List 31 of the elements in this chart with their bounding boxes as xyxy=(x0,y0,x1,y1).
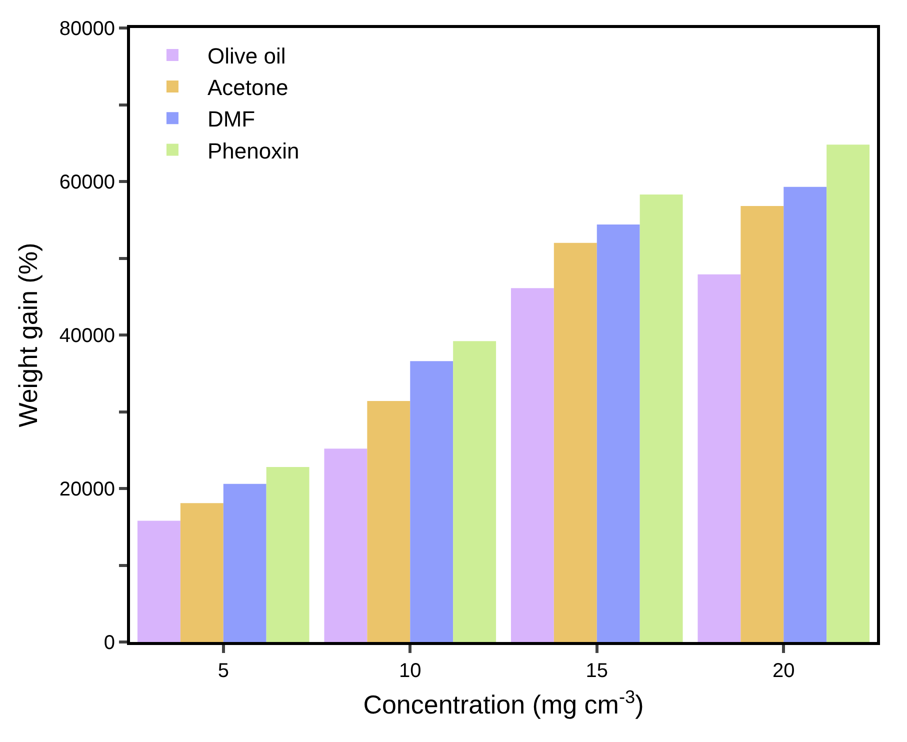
bar xyxy=(324,448,368,642)
bar xyxy=(698,274,741,642)
bar xyxy=(740,206,784,642)
y-tick-label: 40000 xyxy=(59,325,115,347)
legend-label: DMF xyxy=(207,106,256,132)
legend-label: Olive oil xyxy=(207,44,286,69)
x-tick-label: 15 xyxy=(586,660,608,682)
bar xyxy=(510,288,554,642)
y-tick-label: 20000 xyxy=(59,478,115,500)
legend-label: Acetone xyxy=(207,75,288,100)
bar xyxy=(554,242,597,642)
bar xyxy=(453,341,496,642)
bar xyxy=(784,186,827,642)
y-tick-label: 60000 xyxy=(59,172,115,194)
x-axis-title: Concentration (mg cm$^{-3}$) xyxy=(363,686,644,720)
legend-label: Phenoxin xyxy=(207,138,300,164)
x-tick-label: 20 xyxy=(772,660,795,682)
x-tick-label: 5 xyxy=(218,660,229,682)
bar xyxy=(367,401,410,642)
bar xyxy=(180,503,224,642)
bar xyxy=(826,144,870,642)
y-axis-title: Weight gain (%) xyxy=(12,242,43,428)
bar xyxy=(266,467,310,642)
bar xyxy=(410,361,454,642)
bar xyxy=(223,484,266,642)
bar xyxy=(640,194,683,642)
x-tick-label: 10 xyxy=(399,660,422,682)
bar xyxy=(137,520,180,642)
y-tick-label: 0 xyxy=(104,632,115,654)
bar xyxy=(596,224,640,642)
y-tick-label: 80000 xyxy=(59,18,115,40)
